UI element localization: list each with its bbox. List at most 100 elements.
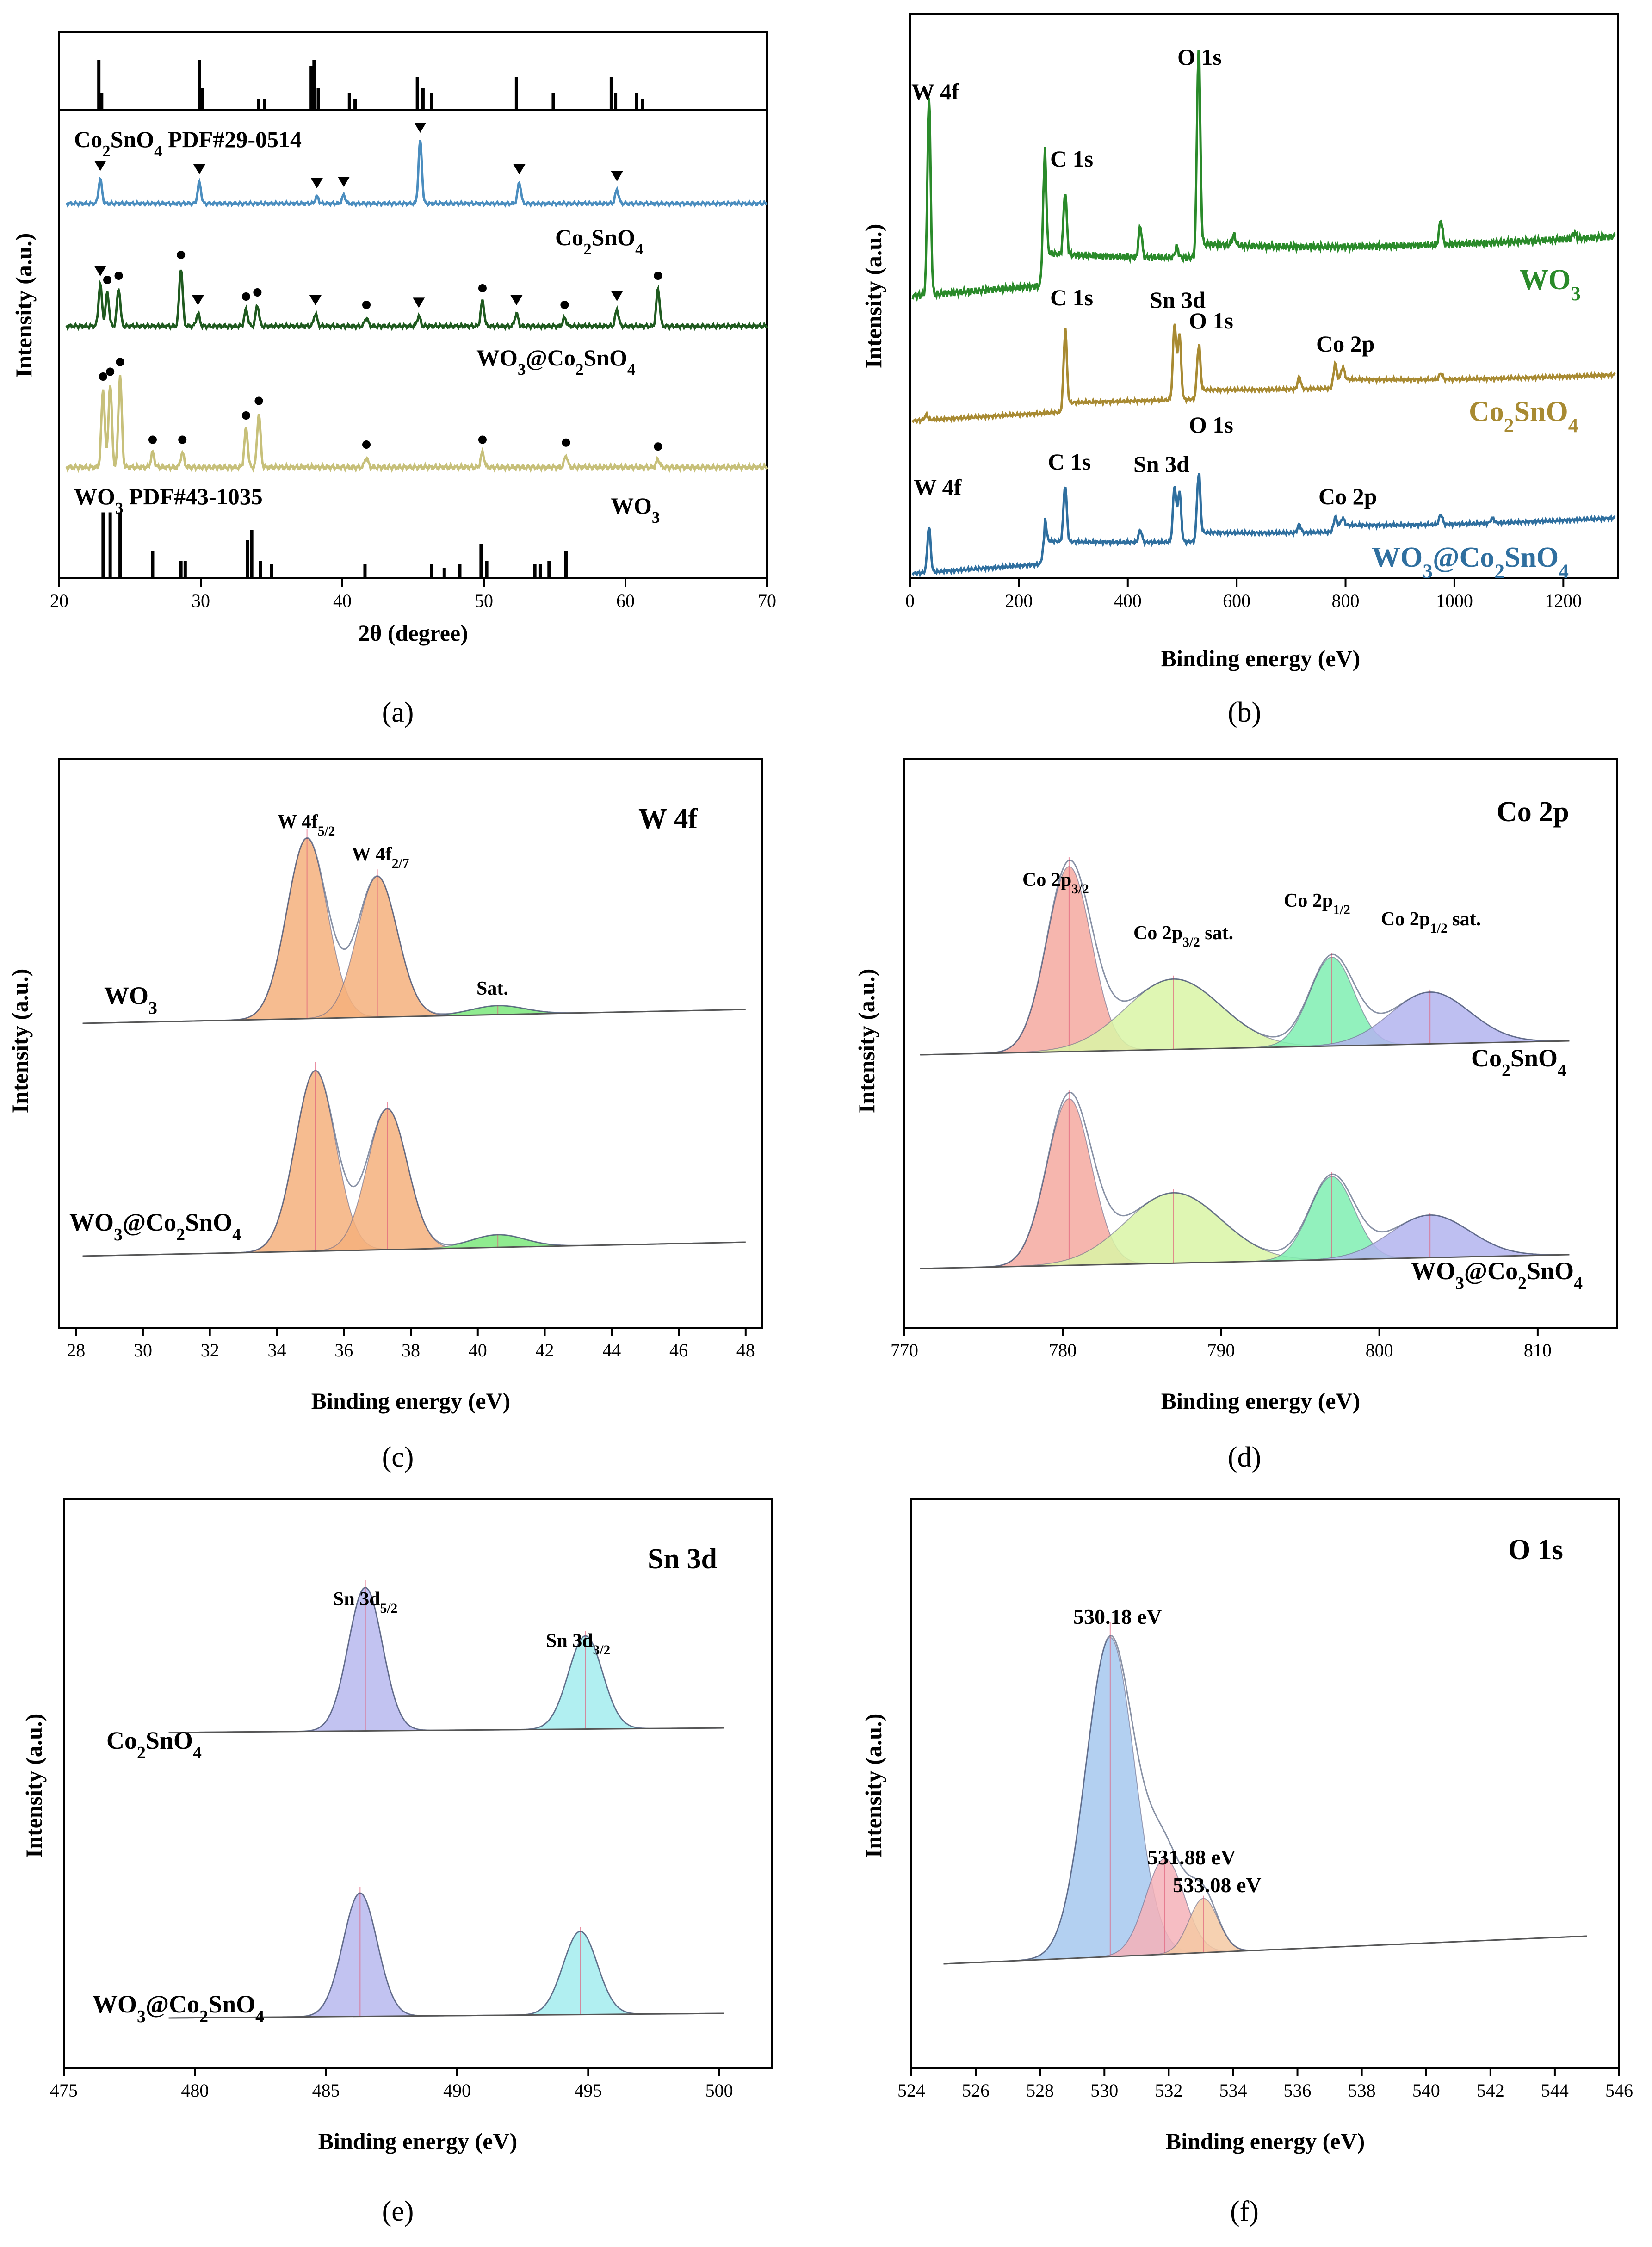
panel-d-tick-label-0: 770 bbox=[891, 1340, 918, 1361]
panel-a-marker-dot bbox=[478, 435, 487, 444]
panel-b-label-c1s-composite: C 1s bbox=[1048, 449, 1091, 475]
panel-a-marker-dot bbox=[654, 442, 662, 451]
panel-c-tick-label-7: 42 bbox=[536, 1340, 554, 1361]
panel-a-caption: (a) bbox=[382, 697, 414, 728]
panel-e-baseline bbox=[168, 1727, 725, 1733]
panel-b-series-line bbox=[911, 323, 1616, 426]
panel-c-tick-label-1: 30 bbox=[134, 1340, 152, 1361]
panel-a-frame bbox=[58, 31, 768, 579]
panel-a-marker-triangle bbox=[338, 177, 350, 187]
panel-f-tick-label-7: 538 bbox=[1348, 2080, 1376, 2101]
panel-e-y-axis-title: Intensity (a.u.) bbox=[21, 1714, 47, 1858]
panel-a-marker-dot bbox=[116, 358, 124, 366]
panel-a-marker-triangle bbox=[510, 295, 523, 305]
panel-d-component-fill bbox=[920, 979, 1570, 1055]
panel-e-component-fill bbox=[168, 1587, 725, 1733]
panel-a-marker-dot bbox=[99, 372, 107, 381]
panel-a-x-axis-title: 2θ (degree) bbox=[358, 620, 468, 646]
panel-f-tick-label-6: 536 bbox=[1284, 2080, 1312, 2101]
panel-d-envelope bbox=[920, 1091, 1570, 1269]
panel-a-series-line bbox=[65, 269, 768, 332]
panel-c-tick-label-8: 44 bbox=[602, 1340, 621, 1361]
panel-a-xrd: 20 30 40 50 60 70 Co2SnO4 PDF#29-0514 Co2SnO4… bbox=[11, 31, 776, 728]
panel-f-title: O 1s bbox=[1508, 1534, 1563, 1566]
panel-d-component-fill bbox=[920, 867, 1570, 1055]
panel-b-label-co2p-co2sno4: Co 2p bbox=[1316, 331, 1374, 357]
panel-c-component-fill bbox=[82, 1109, 746, 1256]
panel-f-label-53308: 533.08 eV bbox=[1173, 1873, 1262, 1897]
panel-e-caption: (e) bbox=[382, 2196, 414, 2227]
panel-f-o1s: 524 526 528 530 532 534 536 538 540 542 544 546 O 1… bbox=[860, 1498, 1633, 2227]
panel-c-label-w4f52: W 4f5/2 bbox=[278, 811, 335, 839]
panel-f-spectra bbox=[943, 1621, 1587, 1965]
panel-a-reference-pattern-co2sno4 bbox=[97, 60, 644, 110]
panel-b-series-label-co2sno4: Co2SnO4 bbox=[1469, 396, 1578, 437]
panel-b-tick-label-3: 600 bbox=[1223, 590, 1250, 611]
panel-b-tick-label-2: 400 bbox=[1114, 590, 1142, 611]
panel-c-tick-label-5: 38 bbox=[402, 1340, 420, 1361]
panel-f-component-fill bbox=[943, 1637, 1587, 1964]
panel-f-component-line bbox=[943, 1637, 1587, 1964]
panel-f-tick-label-3: 530 bbox=[1090, 2080, 1118, 2101]
panel-e-sn3d: 475 480 485 490 495 500 Sn 3d Sn 3d5/2 Sn 3d3… bbox=[21, 1498, 773, 2227]
panel-d-tick-label-2: 790 bbox=[1207, 1340, 1235, 1361]
panel-a-y-axis-title: Intensity (a.u.) bbox=[11, 233, 37, 378]
panel-a-tick-label-2: 40 bbox=[333, 590, 352, 611]
panel-e-sample-label-co2sno4: Co2SnO4 bbox=[106, 1727, 202, 1763]
panel-d-tick-label-4: 810 bbox=[1524, 1340, 1552, 1361]
panel-f-tick-label-1: 526 bbox=[962, 2080, 990, 2101]
panel-d-baseline bbox=[920, 1040, 1570, 1056]
panel-c-component-fill bbox=[82, 876, 746, 1023]
panel-a-marker-triangle bbox=[192, 295, 204, 305]
panel-e-tick-label-2: 485 bbox=[312, 2080, 340, 2101]
panel-b-label-c1s-co2sno4: C 1s bbox=[1050, 285, 1093, 310]
panel-c-y-axis-title: Intensity (a.u.) bbox=[7, 969, 33, 1114]
panel-e-spectra bbox=[168, 1580, 725, 2019]
panel-b-tick-label-6: 1200 bbox=[1545, 590, 1582, 611]
panel-b-label-sn3d-co2sno4: Sn 3d bbox=[1150, 287, 1206, 313]
panel-e-title: Sn 3d bbox=[648, 1543, 717, 1575]
panel-c-tick-label-6: 40 bbox=[469, 1340, 487, 1361]
panel-d-sample-label-composite: WO3@Co2SnO4 bbox=[1411, 1257, 1583, 1293]
panel-e-frame bbox=[63, 1498, 773, 2069]
panel-a-ref-bottom-label: WO3 PDF#43-1035 bbox=[74, 483, 263, 517]
panel-d-frame bbox=[903, 758, 1618, 1329]
panel-b-x-axis: 0 200 400 600 800 1000 1200 bbox=[905, 578, 1582, 611]
panel-b-label-c1s-wo3: C 1s bbox=[1050, 146, 1093, 172]
panel-d-component-fill bbox=[920, 1215, 1570, 1269]
panel-d-tick-label-1: 780 bbox=[1049, 1340, 1077, 1361]
panel-c-tick-label-0: 28 bbox=[67, 1340, 85, 1361]
panel-f-envelope bbox=[943, 1634, 1587, 1965]
panel-a-marker-dot bbox=[241, 292, 250, 301]
panel-c-tick-label-10: 48 bbox=[736, 1340, 755, 1361]
panel-a-marker-dot bbox=[241, 411, 250, 420]
panel-a-marker-dot bbox=[177, 251, 186, 259]
panel-c-tick-label-9: 46 bbox=[669, 1340, 688, 1361]
panel-b-label-o1s-composite: O 1s bbox=[1189, 412, 1233, 438]
panel-c-tick-label-3: 34 bbox=[267, 1340, 286, 1361]
panel-a-series bbox=[65, 140, 768, 473]
panel-c-spectra bbox=[82, 829, 746, 1257]
panel-a-marker-triangle bbox=[513, 164, 526, 174]
panel-d-label-co2p12: Co 2p1/2 bbox=[1284, 890, 1350, 917]
panel-e-x-axis-title: Binding energy (eV) bbox=[318, 2128, 518, 2154]
panel-e-tick-label-5: 500 bbox=[705, 2080, 733, 2101]
panel-a-marker-dot bbox=[114, 272, 123, 280]
panel-b-tick-label-5: 1000 bbox=[1436, 590, 1473, 611]
panel-b-tick-label-1: 200 bbox=[1005, 590, 1033, 611]
panel-e-baseline bbox=[168, 2012, 725, 2019]
panel-e-component-line bbox=[168, 1587, 724, 1733]
panel-b-series bbox=[911, 50, 1616, 578]
panel-f-tick-label-8: 540 bbox=[1412, 2080, 1440, 2101]
panel-f-tick-label-5: 534 bbox=[1219, 2080, 1247, 2101]
panel-a-marker-dot bbox=[478, 284, 487, 292]
panel-f-x-axis: 524 526 528 530 532 534 536 538 540 542 544 546 bbox=[897, 2068, 1633, 2101]
panel-f-tick-label-9: 542 bbox=[1477, 2080, 1504, 2101]
panel-e-tick-label-4: 495 bbox=[574, 2080, 602, 2101]
panel-a-series-line bbox=[65, 374, 768, 473]
panel-a-marker-dot bbox=[103, 276, 112, 284]
panel-a-series-label-wo3-co2sno4: WO3@Co2SnO4 bbox=[476, 345, 636, 378]
panel-c-label-w4f27: W 4f2/7 bbox=[352, 844, 409, 871]
panel-c-baseline bbox=[82, 1009, 746, 1024]
panel-f-component-line bbox=[943, 1858, 1587, 1964]
